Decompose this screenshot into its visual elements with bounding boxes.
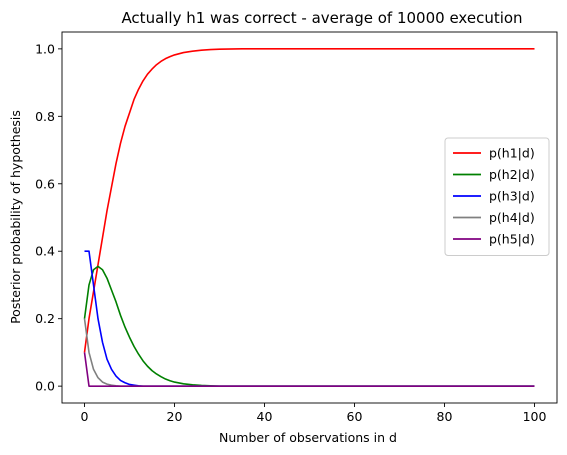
plot-area: 0 20 40 60 80 100 0.0 0.2 0.4 0.6 0.8 1.0 [35,31,558,424]
x-tick-label: 100 [523,409,547,424]
axes-frame [61,31,558,404]
legend: p(h1|d) p(h2|d) p(h3|d) p(h4|d) p(h5|d) [444,137,550,256]
y-axis-label: Posterior probability of hypothesis [8,110,23,324]
x-tick-label: 20 [167,409,183,424]
legend-label-h4: p(h4|d) [489,210,535,225]
y-tick-label: 0.8 [35,109,55,124]
x-tick-label: 80 [437,409,453,424]
legend-label-h2: p(h2|d) [489,167,535,182]
y-tick-label: 0.2 [35,311,55,326]
y-tick-label: 0.4 [35,244,55,259]
x-tick-label: 0 [81,409,89,424]
series-line-h1 [83,48,535,353]
legend-label-h1: p(h1|d) [489,146,535,161]
legend-label-h5: p(h5|d) [489,232,535,247]
legend-label-h3: p(h3|d) [489,189,535,204]
chart-title: Actually h1 was correct - average of 100… [121,9,522,27]
y-tick-label: 1.0 [35,41,55,56]
y-tick-label: 0.6 [35,176,55,191]
x-tick-label: 60 [347,409,363,424]
legend-box [444,137,550,256]
series-line-h5 [83,352,535,387]
x-axis-label: Number of observations in d [219,430,397,445]
x-tick-label: 40 [257,409,273,424]
y-tick-label: 0.0 [35,379,55,394]
